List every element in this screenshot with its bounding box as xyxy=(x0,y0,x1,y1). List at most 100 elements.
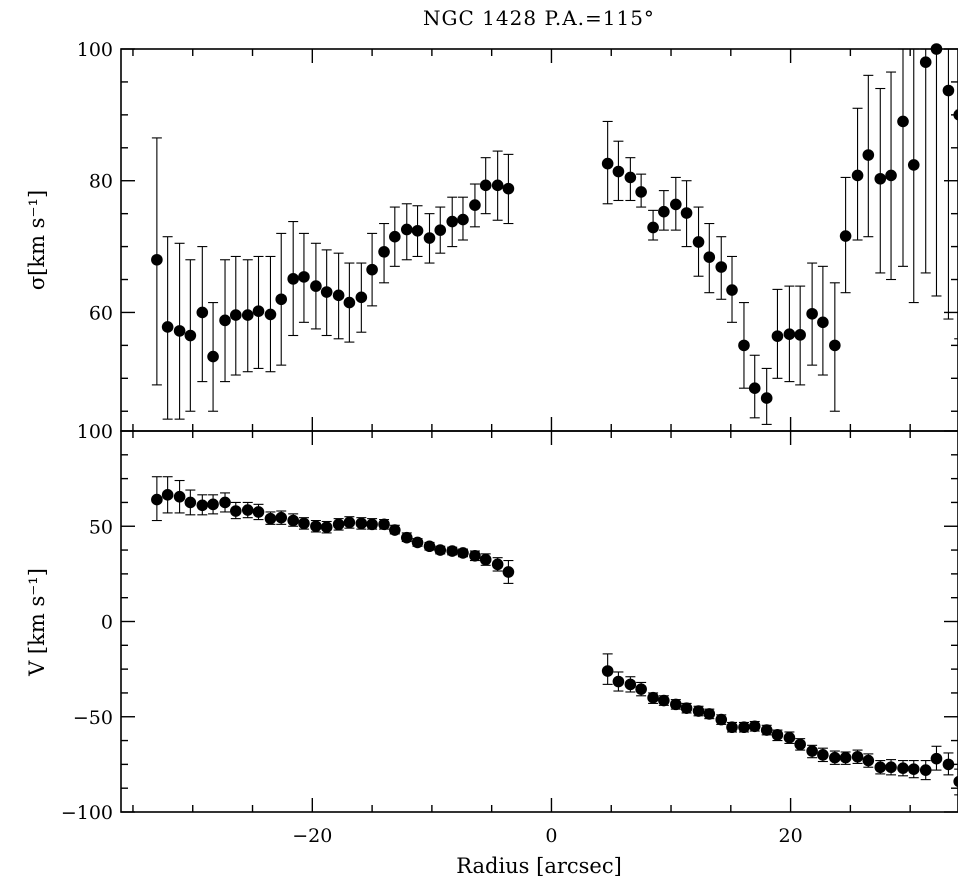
data-marker xyxy=(343,296,356,309)
data-point xyxy=(624,676,637,693)
data-point xyxy=(885,71,897,281)
data-marker xyxy=(635,186,647,198)
bottom-y-axis-label: V [km s⁻¹] xyxy=(25,568,49,677)
data-point xyxy=(184,259,197,412)
data-point xyxy=(703,708,716,720)
data-marker xyxy=(601,157,614,170)
data-point xyxy=(942,752,955,776)
data-point xyxy=(907,48,920,304)
data-point xyxy=(851,107,864,241)
data-marker xyxy=(919,764,932,776)
data-point xyxy=(229,255,242,376)
data-marker xyxy=(457,213,469,226)
data-marker xyxy=(400,223,413,236)
data-marker xyxy=(601,665,614,677)
data-point xyxy=(275,510,288,525)
data-marker xyxy=(479,553,492,566)
x-tick-label: 20 xyxy=(779,825,803,847)
data-point xyxy=(434,206,447,254)
y-tick-label: 0 xyxy=(101,612,113,634)
data-point xyxy=(680,702,693,714)
data-point xyxy=(760,367,773,425)
data-marker xyxy=(219,496,231,509)
data-point xyxy=(389,206,401,267)
y-tick-label: 50 xyxy=(89,516,113,538)
data-point xyxy=(658,190,670,231)
data-point xyxy=(423,213,436,264)
y-tick-label: 100 xyxy=(77,39,113,61)
data-marker xyxy=(252,305,265,317)
data-point xyxy=(457,547,469,559)
data-point xyxy=(862,753,875,768)
data-marker xyxy=(851,169,864,182)
data-point xyxy=(829,750,841,765)
data-marker xyxy=(794,738,806,751)
data-point xyxy=(355,517,368,530)
data-point xyxy=(423,540,436,553)
velocity-dispersion-panel: σ[km s⁻¹] 60 80 100 xyxy=(25,39,958,432)
data-marker xyxy=(446,215,459,228)
data-marker xyxy=(241,504,254,516)
data-marker xyxy=(703,708,716,720)
data-marker xyxy=(692,705,705,717)
data-marker xyxy=(355,291,368,304)
data-point xyxy=(389,524,401,536)
data-point xyxy=(612,140,625,202)
data-marker xyxy=(423,232,436,244)
data-marker xyxy=(862,149,875,161)
data-marker xyxy=(930,43,943,55)
data-point xyxy=(806,744,818,759)
data-point xyxy=(457,196,469,241)
data-marker xyxy=(942,758,955,771)
data-point xyxy=(760,724,773,736)
y-tick-label: −50 xyxy=(73,707,113,729)
data-point xyxy=(897,760,909,777)
data-point xyxy=(748,720,761,733)
data-marker xyxy=(680,702,693,714)
data-point xyxy=(151,137,163,386)
data-marker xyxy=(151,493,163,506)
data-marker xyxy=(207,498,219,511)
data-point xyxy=(738,302,750,389)
data-point xyxy=(647,209,659,241)
data-marker xyxy=(151,253,163,266)
data-marker xyxy=(378,518,390,531)
data-marker xyxy=(332,289,345,302)
data-marker xyxy=(738,339,750,352)
data-point xyxy=(287,221,299,337)
data-marker xyxy=(647,691,659,704)
data-marker xyxy=(184,496,197,509)
data-point xyxy=(874,760,887,775)
data-marker xyxy=(647,221,659,234)
top-panel-frame xyxy=(120,48,958,432)
data-point xyxy=(897,48,909,267)
data-point xyxy=(726,255,738,323)
data-point xyxy=(771,729,784,742)
chart-title: NGC 1428 P.A.=115° xyxy=(423,6,655,30)
data-point xyxy=(434,544,447,556)
data-point xyxy=(411,536,424,549)
data-point xyxy=(151,476,163,522)
data-point xyxy=(919,760,932,781)
data-point xyxy=(446,545,459,557)
data-marker xyxy=(389,524,401,536)
data-point xyxy=(479,157,492,215)
data-marker xyxy=(389,230,401,243)
data-marker xyxy=(219,314,231,327)
data-point xyxy=(264,511,277,525)
data-point xyxy=(885,759,897,776)
data-point xyxy=(658,694,670,707)
data-point xyxy=(851,749,864,764)
data-marker xyxy=(446,545,459,557)
data-point xyxy=(320,249,333,337)
y-tick-label: −100 xyxy=(61,802,113,824)
data-marker xyxy=(658,694,670,707)
data-marker xyxy=(502,566,515,578)
data-marker xyxy=(726,721,738,734)
data-marker xyxy=(366,263,378,276)
data-marker xyxy=(343,516,356,529)
data-point xyxy=(680,180,693,248)
data-marker xyxy=(748,382,761,394)
data-marker xyxy=(320,521,333,534)
data-marker xyxy=(839,230,852,242)
